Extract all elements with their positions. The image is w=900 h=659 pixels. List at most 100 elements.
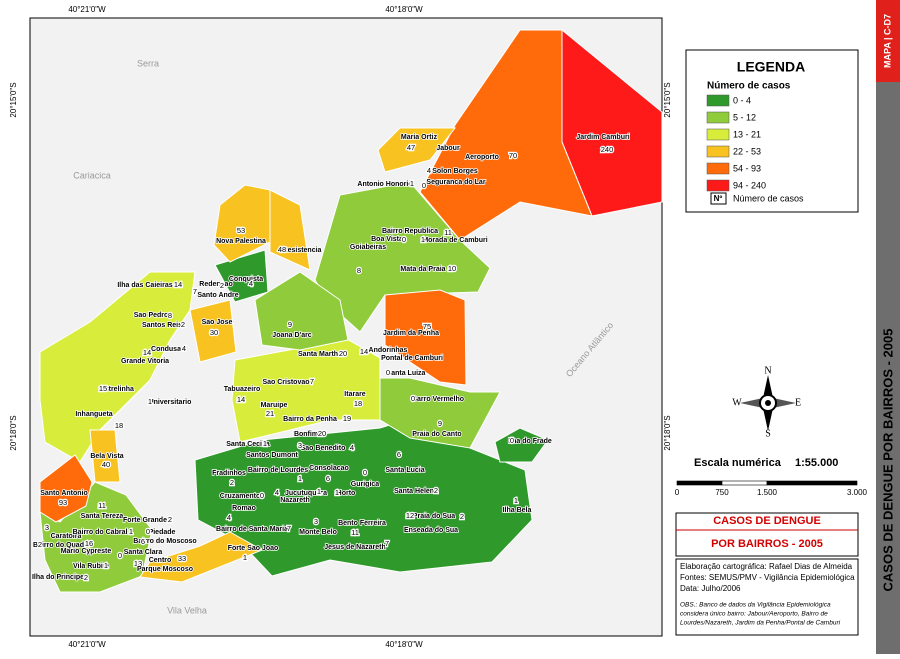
neighborhood-area <box>314 181 491 333</box>
case-count: 14 <box>174 280 182 289</box>
neighborhood-name: Barro Vermelho <box>412 396 464 403</box>
legend-label: 0 - 4 <box>733 95 751 105</box>
case-count: 7 <box>385 539 389 548</box>
scale-tick: 1.500 <box>757 488 778 497</box>
case-count: 75 <box>423 322 431 331</box>
neighborhood-name: Santa Lucia <box>385 467 424 474</box>
neighborhood-name: Sao Cristovao <box>262 379 309 386</box>
neighborhood-area <box>39 454 93 523</box>
case-count: 1 <box>410 179 414 188</box>
case-count: 8 <box>357 266 361 275</box>
neighborhood-name: Conquista <box>229 276 263 283</box>
case-count: 4 <box>275 488 279 497</box>
neighborhood-area <box>139 531 264 583</box>
case-count: 7 <box>310 377 314 386</box>
scale-segment <box>766 480 858 486</box>
side-strip <box>876 0 900 654</box>
case-count: 8 <box>168 311 172 320</box>
legend-swatch <box>706 179 730 192</box>
legend-symbol: Nº <box>714 194 723 203</box>
neighborhood-name: Ilha do Frade <box>508 438 552 445</box>
case-count: 6 <box>326 474 330 483</box>
neighborhood-name: Maria Ortiz <box>401 134 438 141</box>
case-count: 0 <box>260 491 264 500</box>
case-count: 14 <box>143 348 151 357</box>
neighborhood-name: Ilha do Principe <box>32 574 84 581</box>
obs-line: Lourdes/Nazareth, Jardim da Penha/Pontal… <box>680 620 841 627</box>
case-count: 7 <box>193 287 197 296</box>
coord-label: 20°15'0"S <box>9 82 18 117</box>
neighborhood-name: Inhangueta <box>75 411 112 418</box>
region-label: Vila Velha <box>167 605 207 615</box>
case-count: 19 <box>343 414 351 423</box>
case-count: 2 <box>38 540 42 549</box>
neighborhood-name: Parque Moscoso <box>137 566 193 573</box>
scale-value: 1:55.000 <box>795 457 838 469</box>
neighborhood-name: Sao Jose <box>202 319 233 326</box>
case-count: 16 <box>85 539 93 548</box>
neighborhood-name: Cruzamento <box>220 493 260 500</box>
neighborhood-area <box>269 189 311 271</box>
case-count: 2 <box>434 486 438 495</box>
neighborhood-name: Caratoira <box>51 533 82 540</box>
neighborhood-area <box>377 127 457 173</box>
neighborhood-name: Bela Vista <box>90 453 123 460</box>
case-count: 0 <box>411 394 415 403</box>
neighborhood-name: Centro <box>149 557 172 564</box>
neighborhood-name: Boa Vista <box>371 236 403 243</box>
case-count: 2 <box>181 320 185 329</box>
neighborhood-name: Pontal de Camburi <box>381 355 443 362</box>
neighborhood-name: Santo Antonio <box>40 490 88 497</box>
case-count: 2 <box>168 515 172 524</box>
legend-swatch <box>706 128 730 141</box>
case-count: 4 <box>249 279 253 288</box>
neighborhood-name: Itarare <box>344 391 366 398</box>
neighborhood-name: Praia do Sua <box>413 513 456 520</box>
case-count: 2 <box>230 478 234 487</box>
case-count: 240 <box>601 145 614 154</box>
neighborhood-name: Ilha das Caieiras <box>117 282 172 289</box>
neighborhood-name: Bonfim <box>294 431 318 438</box>
neighborhood-name: Condusa <box>151 346 181 353</box>
neighborhood-name: Santa Helena <box>394 488 438 495</box>
case-count: 1 <box>298 474 302 483</box>
coord-label: 20°18'0"S <box>9 415 18 450</box>
scale-tick: 750 <box>715 488 729 497</box>
case-count: 1 <box>514 496 518 505</box>
neighborhood-area <box>494 427 549 463</box>
neighborhood-name: Bairro de Lourdes <box>248 467 308 474</box>
case-count: 3 <box>314 517 318 526</box>
legend-label: Número de casos <box>733 193 804 203</box>
neighborhood-name: Forte Sao Joao <box>228 545 279 552</box>
map-title: POR BAIRROS - 2005 <box>711 538 823 550</box>
case-count: 9 <box>438 419 442 428</box>
neighborhood-name: Enseada do Sua <box>404 527 458 534</box>
case-count: 1 <box>129 527 133 536</box>
legend-symbol-box <box>710 192 727 205</box>
neighborhood-name: Santa Martha <box>298 351 342 358</box>
neighborhood-name: Antonio Honorio <box>357 181 412 188</box>
neighborhood-name: Andorinhas <box>369 347 408 354</box>
compass-letter: S <box>765 428 771 439</box>
neighborhood-area <box>419 29 593 241</box>
neighborhood-name: Jesus de Nazareth <box>324 544 385 551</box>
neighborhood-name: Jabour <box>436 145 460 152</box>
case-count: 13 <box>134 559 142 568</box>
coord-label: 20°18'0"S <box>663 415 672 450</box>
scale-tick: 0 <box>675 488 680 497</box>
neighborhood-name: Mario Cypreste <box>61 548 112 555</box>
compass-letter: N <box>764 365 771 376</box>
neighborhood-name: Fradinhos <box>212 470 246 477</box>
legend-title: LEGENDA <box>737 59 805 75</box>
legend-swatch <box>706 145 730 158</box>
legend-swatch <box>706 111 730 124</box>
neighborhood-name: Sao Pedro <box>134 312 169 319</box>
case-count: 0 <box>146 527 150 536</box>
neighborhood-area <box>39 271 196 463</box>
case-count: 2 <box>84 573 88 582</box>
case-count: 7 <box>287 524 291 533</box>
neighborhood-name: Forte Grande <box>123 517 167 524</box>
case-count: 11 <box>98 501 106 510</box>
